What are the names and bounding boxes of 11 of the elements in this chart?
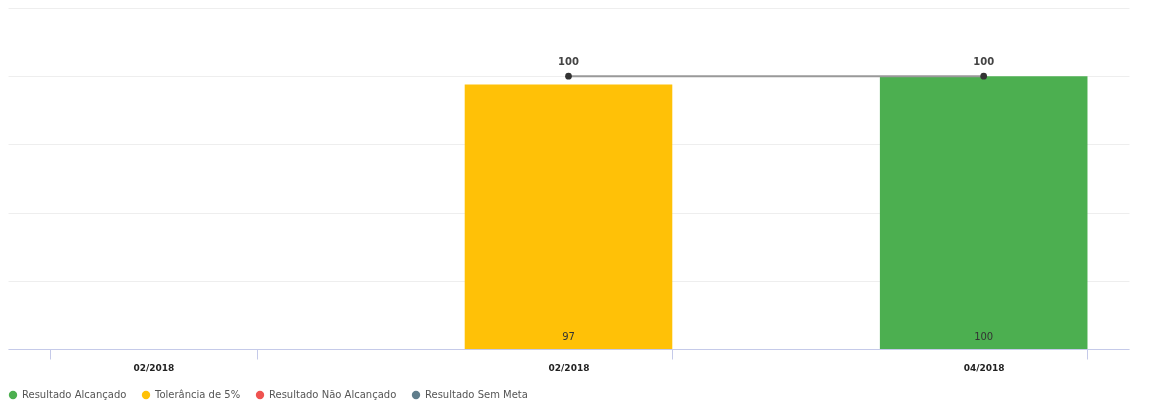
legend-label: Resultado Não Alcançado xyxy=(269,389,397,400)
x-tick-label: 04/2018 xyxy=(963,362,1005,373)
data-label: 100 xyxy=(558,56,579,68)
x-tick-label: 02/2018 xyxy=(133,362,175,373)
data-label: 100 xyxy=(974,331,994,342)
x-tick-label: 02/2018 xyxy=(548,362,590,373)
legend-label: Tolerância de 5% xyxy=(154,389,241,400)
data-label: 97 xyxy=(562,331,575,342)
data-label: 100 xyxy=(973,56,995,68)
legend-label: Resultado Sem Meta xyxy=(425,389,528,400)
legend-label: Resultado Alcançado xyxy=(22,389,127,400)
